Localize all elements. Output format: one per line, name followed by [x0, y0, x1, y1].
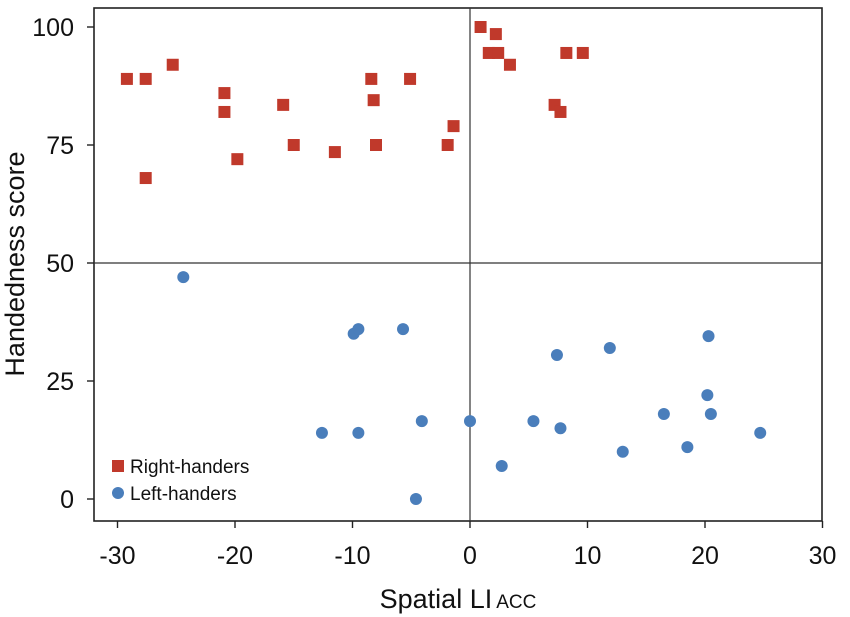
- left-hander-point: [352, 426, 365, 439]
- right-hander-point: [370, 139, 382, 151]
- x-tick-label: -10: [334, 542, 370, 570]
- axis-ticks: [87, 26, 824, 528]
- right-hander-point: [554, 105, 567, 118]
- x-tick-label: 10: [574, 542, 602, 570]
- left-hander-point: [397, 323, 410, 336]
- right-hander-point: [231, 153, 244, 166]
- x-tick-label: 0: [463, 542, 477, 570]
- right-hander-point: [447, 120, 460, 133]
- left-hander-point: [616, 445, 629, 458]
- right-hander-point: [139, 72, 152, 85]
- x-axis-title: Spatial LI ACC: [380, 584, 537, 614]
- y-tick-label: 25: [46, 368, 74, 396]
- left-hander-point: [527, 415, 540, 428]
- left-hander-point: [754, 426, 767, 439]
- left-hander-point: [704, 408, 717, 421]
- x-tick-label: -30: [99, 542, 135, 570]
- right-hander-point: [367, 94, 380, 107]
- plot-frame: [93, 7, 823, 522]
- right-hander-point: [277, 98, 290, 111]
- legend-label: Left-handers: [130, 484, 237, 505]
- left-hander-point: [701, 389, 714, 402]
- right-hander-point: [120, 72, 133, 85]
- y-tick-label: 75: [46, 132, 74, 160]
- legend-label: Right-handers: [130, 457, 249, 478]
- y-tick-label: 50: [46, 250, 74, 278]
- x-tick-label: 20: [691, 542, 719, 570]
- left-hander-point: [550, 349, 563, 362]
- right-hander-point: [287, 139, 300, 151]
- right-hander-point: [328, 146, 341, 159]
- left-hander-point: [352, 323, 365, 336]
- right-hander-point: [441, 139, 454, 151]
- left-hander-point: [315, 426, 328, 439]
- reference-lines: [94, 8, 822, 521]
- left-hander-point: [603, 341, 616, 354]
- legend-circle-marker: [112, 487, 124, 499]
- y-axis-title: Handedness score: [0, 151, 30, 376]
- data-points: [120, 21, 767, 505]
- right-hander-point: [218, 105, 231, 118]
- left-hander-point: [702, 330, 715, 343]
- right-hander-point: [404, 72, 417, 85]
- left-hander-point: [464, 415, 476, 428]
- right-hander-point: [474, 21, 487, 33]
- right-hander-point: [218, 87, 231, 100]
- legend-square-marker: [112, 460, 124, 472]
- left-hander-point: [409, 493, 422, 505]
- y-tick-label: 100: [32, 14, 74, 42]
- y-tick-label: 0: [60, 486, 74, 514]
- left-hander-point: [554, 422, 567, 435]
- left-hander-point: [177, 271, 190, 284]
- legend: Right-handers Left-handers: [112, 457, 249, 505]
- right-hander-point: [576, 46, 589, 59]
- left-hander-point: [495, 459, 508, 472]
- right-hander-point: [503, 58, 516, 71]
- right-hander-point: [492, 46, 505, 59]
- tick-labels: -30 -20 -10 0 10 20 30 0 25 50 75 100: [32, 14, 836, 570]
- right-hander-point: [489, 28, 502, 41]
- x-tick-label: -20: [217, 542, 253, 570]
- right-hander-point: [560, 46, 573, 59]
- right-hander-point: [166, 58, 179, 71]
- right-hander-point: [365, 72, 378, 85]
- left-hander-point: [415, 415, 428, 428]
- x-tick-label: 30: [809, 542, 837, 570]
- right-hander-point: [139, 172, 152, 185]
- left-hander-point: [657, 408, 670, 421]
- left-hander-point: [681, 441, 694, 454]
- right-hander-point: [482, 46, 495, 59]
